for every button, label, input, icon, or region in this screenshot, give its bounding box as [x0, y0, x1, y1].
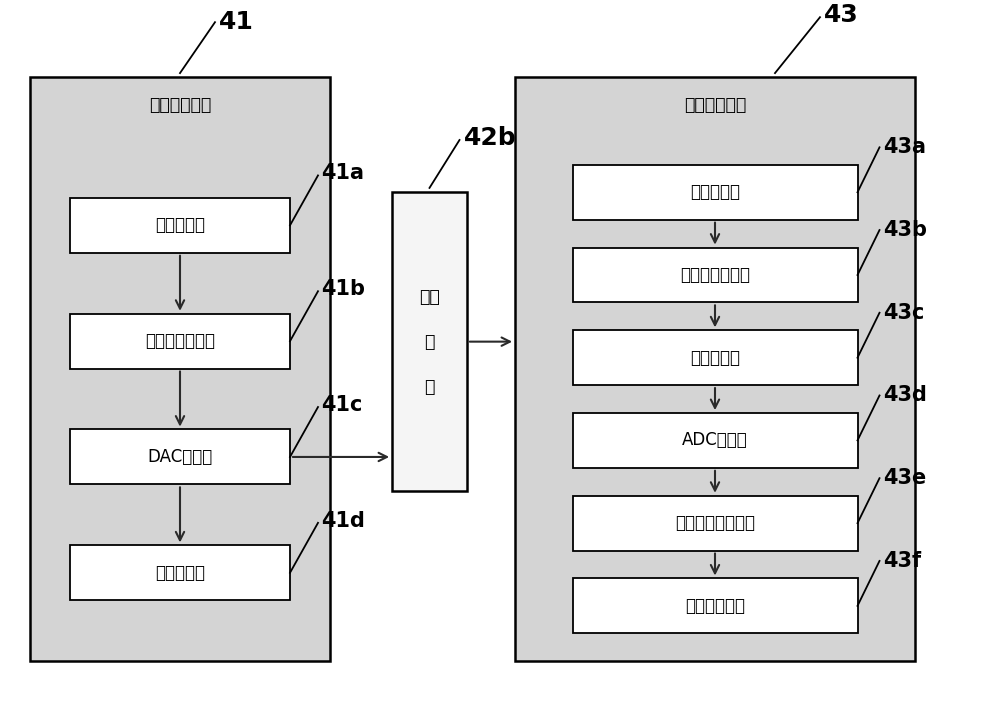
Text: 集成接口芯片: 集成接口芯片 — [685, 597, 745, 615]
Bar — [515, 77, 915, 661]
Text: 43f: 43f — [884, 551, 922, 571]
Bar — [572, 579, 858, 633]
Bar — [70, 198, 290, 253]
Text: 可编程增益放大: 可编程增益放大 — [680, 266, 750, 284]
Text: 43e: 43e — [884, 468, 927, 488]
Text: 43: 43 — [824, 3, 859, 27]
Text: 41b: 41b — [321, 280, 365, 299]
Bar — [572, 496, 858, 550]
Text: 41: 41 — [219, 10, 254, 34]
Text: 阻抗测量装置: 阻抗测量装置 — [684, 96, 746, 114]
Text: 43a: 43a — [884, 137, 927, 158]
Bar — [392, 192, 467, 492]
Text: 阻抗驱动装置: 阻抗驱动装置 — [149, 96, 211, 114]
Text: 圈: 圈 — [424, 378, 435, 396]
Bar — [572, 165, 858, 220]
Text: ADC转换器: ADC转换器 — [682, 431, 748, 449]
Text: 41c: 41c — [321, 395, 362, 415]
Text: 41a: 41a — [321, 163, 364, 184]
Text: 信号放大器: 信号放大器 — [690, 183, 740, 201]
Text: 数字频率合成器: 数字频率合成器 — [145, 333, 215, 350]
Text: 42b: 42b — [464, 126, 516, 150]
Bar — [70, 430, 290, 484]
Text: 晶体振荡器: 晶体振荡器 — [155, 216, 205, 234]
Text: 数字傅里叶转换器: 数字傅里叶转换器 — [675, 514, 755, 532]
Bar — [572, 248, 858, 303]
Bar — [30, 77, 330, 661]
Bar — [70, 314, 290, 369]
Text: 功率放大器: 功率放大器 — [155, 564, 205, 582]
Text: 低通滤波器: 低通滤波器 — [690, 348, 740, 367]
Text: DAC转换器: DAC转换器 — [147, 448, 213, 466]
Text: 41d: 41d — [321, 511, 365, 531]
Bar — [70, 545, 290, 600]
Text: 43b: 43b — [884, 220, 928, 240]
Text: 线: 线 — [424, 333, 435, 351]
Text: 43d: 43d — [884, 386, 927, 406]
Text: 激励: 激励 — [419, 287, 440, 306]
Bar — [572, 330, 858, 386]
Bar — [572, 413, 858, 468]
Text: 43c: 43c — [884, 303, 925, 323]
